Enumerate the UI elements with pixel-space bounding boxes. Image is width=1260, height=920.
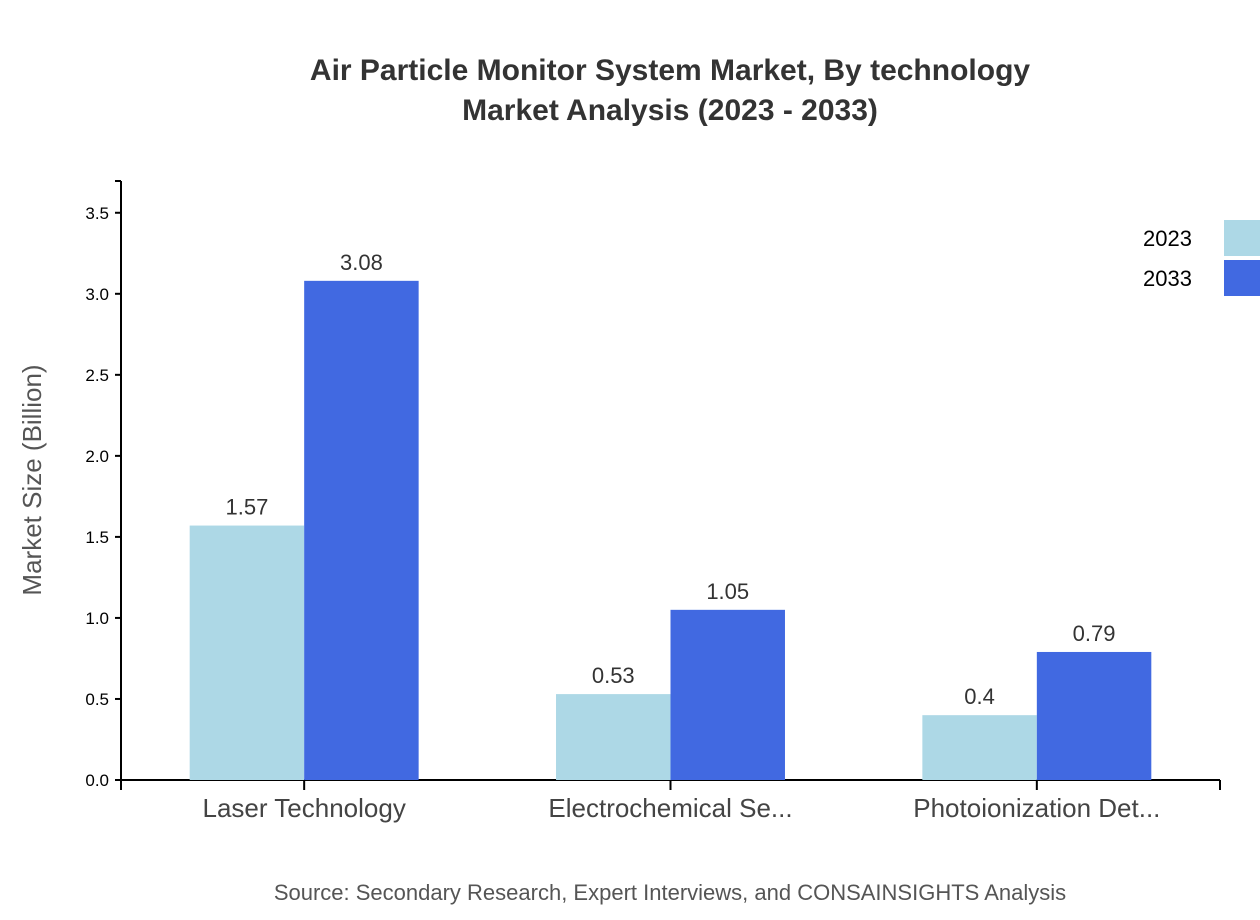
legend-label: 2033 xyxy=(1143,266,1192,291)
data-label: 0.4 xyxy=(964,684,995,709)
x-tick-label: Electrochemical Se... xyxy=(548,793,792,823)
bar-2023 xyxy=(189,525,305,780)
x-tick-label: Photoionization Det... xyxy=(913,793,1160,823)
bar-2033 xyxy=(670,609,785,780)
x-tick-label: Laser Technology xyxy=(203,793,406,823)
data-label: 3.08 xyxy=(340,250,383,275)
legend-swatch xyxy=(1224,220,1260,256)
data-label: 1.05 xyxy=(706,579,749,604)
bar-2033 xyxy=(304,280,419,780)
x-axis: Laser Technology Electrochemical Se... Pho… xyxy=(120,779,1221,823)
bars: 1.57 3.08 0.53 1.05 0.4 0.79 xyxy=(189,250,1152,780)
y-tick-label: 2.5 xyxy=(85,366,109,385)
y-tick-label: 1.5 xyxy=(85,528,109,547)
bar-2023 xyxy=(922,715,1037,780)
bar-2033 xyxy=(1036,651,1152,780)
bar-2023 xyxy=(556,694,671,780)
data-label: 1.57 xyxy=(226,495,269,520)
legend: 2023 2033 xyxy=(1143,220,1260,296)
data-label: 0.53 xyxy=(592,663,635,688)
y-axis-label: Market Size (Billion) xyxy=(17,364,47,595)
chart-title: Air Particle Monitor System Market, By t… xyxy=(310,54,1030,87)
y-tick-label: 1.0 xyxy=(85,609,109,628)
legend-label: 2023 xyxy=(1143,226,1192,251)
y-axis: 0.0 0.5 1.0 1.5 2.0 2.5 3.0 3.5 xyxy=(85,180,122,790)
legend-swatch xyxy=(1224,260,1260,296)
y-tick-label: 0.5 xyxy=(85,690,109,709)
y-tick-label: 0.0 xyxy=(85,771,109,790)
y-tick-label: 3.5 xyxy=(85,204,109,223)
y-tick-label: 3.0 xyxy=(85,285,109,304)
chart-subtitle: Market Analysis (2023 - 2033) xyxy=(462,94,878,127)
data-label: 0.79 xyxy=(1073,621,1116,646)
source-note: Source: Secondary Research, Expert Inter… xyxy=(274,880,1066,905)
y-tick-label: 2.0 xyxy=(85,447,109,466)
